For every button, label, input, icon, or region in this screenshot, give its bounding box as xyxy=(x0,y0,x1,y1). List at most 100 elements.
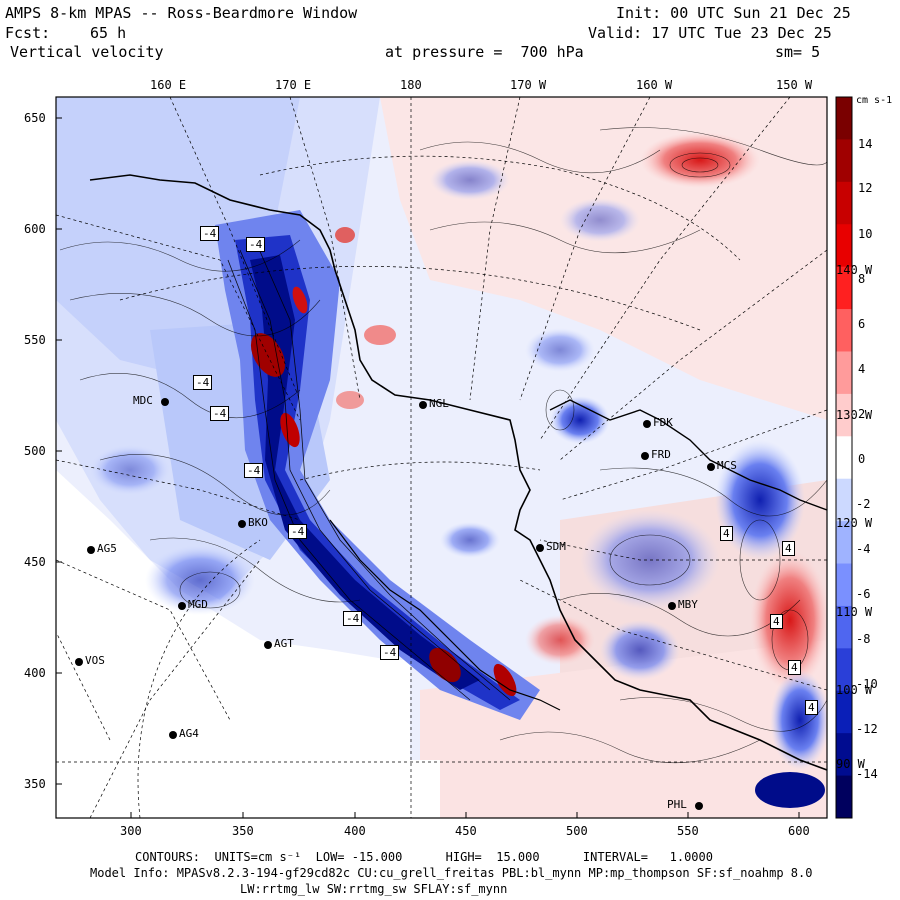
forecast-hour: 65 h xyxy=(90,24,127,42)
colorbar-label: -12 xyxy=(856,722,878,736)
colorbar-label: 2 xyxy=(858,407,866,421)
colorbar-label: 10 xyxy=(858,227,873,241)
colorbar-segment xyxy=(836,97,852,140)
station-marker xyxy=(643,420,651,428)
lon-label: 160 W xyxy=(636,78,673,92)
colorbar-segment xyxy=(836,436,852,480)
physics-info: LW:rrtmg_lw SW:rrtmg_sw SFLAY:sf_mynn xyxy=(240,882,508,896)
valid-time: Valid: 17 UTC Tue 23 Dec 25 xyxy=(588,24,832,42)
colorbar-label: -8 xyxy=(856,632,871,646)
contour-value-label: -4 xyxy=(343,611,363,626)
lon-label: 160 E xyxy=(150,78,187,92)
smoothing: sm= 5 xyxy=(775,43,821,61)
lon-label: 90 W xyxy=(836,757,865,771)
x-tick-label: 600 xyxy=(788,824,810,838)
x-tick-label: 450 xyxy=(455,824,477,838)
colorbar-label: -6 xyxy=(856,587,871,601)
y-tick-label: 600 xyxy=(24,222,46,236)
colorbar xyxy=(836,97,852,819)
station-marker xyxy=(536,544,544,552)
colorbar-label: 14 xyxy=(858,137,873,151)
colorbar-segment xyxy=(836,605,852,649)
colorbar-label: 8 xyxy=(858,272,866,286)
colorbar-label: -10 xyxy=(856,677,878,691)
y-tick-label: 650 xyxy=(24,111,46,125)
contour-value-label: -4 xyxy=(288,524,308,539)
velocity-field xyxy=(56,97,827,818)
map-frame xyxy=(55,96,828,819)
station-label: FDK xyxy=(653,416,673,429)
contour-value-label: -4 xyxy=(200,226,220,241)
station-marker xyxy=(264,641,272,649)
plot-title: AMPS 8-km MPAS -- Ross-Beardmore Window xyxy=(5,4,358,22)
contour-value-label: 4 xyxy=(720,526,733,541)
x-tick-label: 350 xyxy=(232,824,254,838)
y-tick-label: 350 xyxy=(24,777,46,791)
colorbar-label: 12 xyxy=(858,181,873,195)
lon-label: 110 W xyxy=(836,605,873,619)
station-marker xyxy=(668,602,676,610)
lon-label: 170 W xyxy=(510,78,547,92)
init-time: Init: 00 UTC Sun 21 Dec 25 xyxy=(616,4,851,22)
station-label: NGL xyxy=(429,397,449,410)
colorbar-label: 0 xyxy=(858,452,866,466)
lon-label: 100 W xyxy=(836,683,873,697)
station-marker xyxy=(75,658,83,666)
lon-label: 130 W xyxy=(836,408,873,422)
field-name: Vertical velocity xyxy=(10,43,164,61)
station-marker xyxy=(169,731,177,739)
colorbar-segment xyxy=(836,775,852,819)
contour-value-label: -4 xyxy=(244,463,264,478)
colorbar-segment xyxy=(836,266,852,310)
pressure-level: at pressure = 700 hPa xyxy=(385,43,584,61)
colorbar-label: -2 xyxy=(856,497,871,511)
x-tick-label: 550 xyxy=(677,824,699,838)
colorbar-label: 6 xyxy=(858,317,866,331)
model-info: Model Info: MPASv8.2.3-194-gf29cd82c CU:… xyxy=(90,866,813,880)
contour-value-label: -4 xyxy=(193,375,213,390)
colorbar-segment xyxy=(836,309,852,352)
station-label: MDC xyxy=(133,394,153,407)
colorbar-segment xyxy=(836,521,852,565)
colorbar-segment xyxy=(836,393,852,437)
colorbar-segment xyxy=(836,648,852,692)
station-marker xyxy=(707,463,715,471)
colorbar-label: 4 xyxy=(858,362,866,376)
colorbar-segment xyxy=(836,733,852,777)
forecast-label: Fcst: xyxy=(5,24,51,42)
station-label: AGT xyxy=(274,637,294,650)
contour-value-label: 4 xyxy=(770,614,783,629)
y-tick-label: 550 xyxy=(24,333,46,347)
station-label: MCS xyxy=(717,459,737,472)
station-label: FRD xyxy=(651,448,671,461)
station-label: AG5 xyxy=(97,542,117,555)
lon-label: 140 W xyxy=(836,263,873,277)
colorbar-segment xyxy=(836,224,852,268)
contour-value-label: 4 xyxy=(788,660,801,675)
station-marker xyxy=(695,802,703,810)
colorbar-label: -4 xyxy=(856,542,871,556)
station-marker xyxy=(641,452,649,460)
contour-value-label: -4 xyxy=(380,645,400,660)
x-tick-label: 300 xyxy=(120,824,142,838)
lon-label: 120 W xyxy=(836,516,873,530)
colorbar-segment xyxy=(836,351,852,395)
contour-value-label: -4 xyxy=(246,237,266,252)
colorbar-units: cm s-1 xyxy=(856,95,893,106)
colorbar-segment xyxy=(836,181,852,225)
station-label: MGD xyxy=(188,598,208,611)
contour-info: CONTOURS: UNITS=cm s⁻¹ LOW= -15.000 HIGH… xyxy=(135,850,713,864)
lon-label: 180 xyxy=(400,78,422,92)
station-marker xyxy=(238,520,246,528)
station-marker xyxy=(87,546,95,554)
station-label: BKO xyxy=(248,516,268,529)
colorbar-segment xyxy=(836,690,852,734)
x-tick-label: 400 xyxy=(344,824,366,838)
station-label: AG4 xyxy=(179,727,199,740)
contour-value-label: 4 xyxy=(782,541,795,556)
contour-value-label: -4 xyxy=(210,406,230,421)
station-label: MBY xyxy=(678,598,698,611)
lon-label: 170 E xyxy=(275,78,312,92)
y-tick-label: 450 xyxy=(24,555,46,569)
